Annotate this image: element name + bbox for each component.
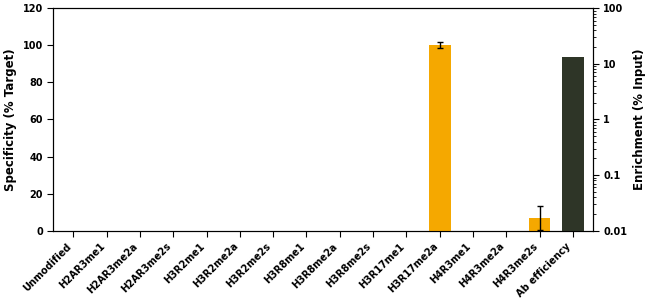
Bar [562, 58, 584, 303]
Bar [528, 218, 551, 231]
Y-axis label: Enrichment (% Input): Enrichment (% Input) [633, 49, 646, 190]
Bar [429, 45, 450, 231]
Y-axis label: Specificity (% Target): Specificity (% Target) [4, 48, 17, 191]
